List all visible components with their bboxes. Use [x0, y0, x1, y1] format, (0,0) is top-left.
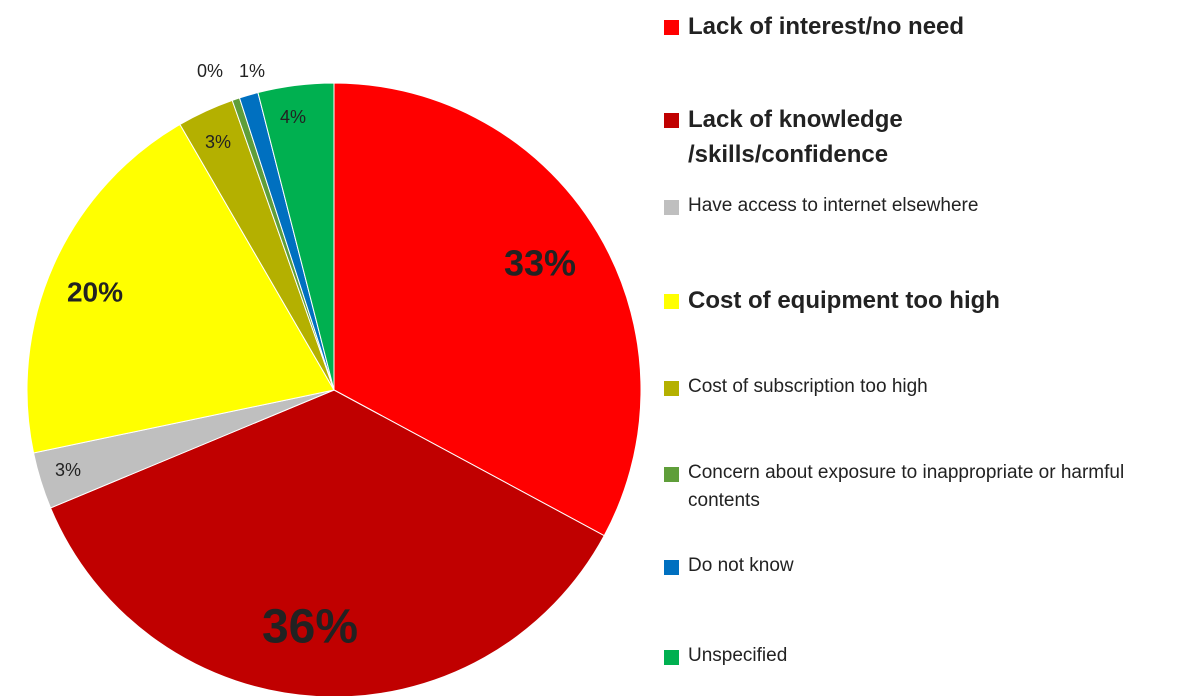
legend-swatch: [664, 113, 679, 128]
legend-swatch: [664, 560, 679, 575]
legend-item: Concern about exposure to inappropriate …: [664, 459, 1168, 514]
legend-swatch: [664, 20, 679, 35]
data-label: 3%: [205, 132, 231, 152]
legend-swatch: [664, 467, 679, 482]
legend-swatch: [664, 650, 679, 665]
data-label: 0%: [197, 61, 223, 81]
data-label: 3%: [55, 460, 81, 480]
pie-slice: [26, 123, 335, 454]
legend-item: Cost of subscription too high: [664, 373, 1168, 401]
legend-swatch: [664, 381, 679, 396]
legend-swatch: [664, 294, 679, 309]
legend-item: Lack of interest/no need: [664, 10, 1168, 45]
legend-item: Do not know: [664, 552, 1168, 580]
legend-label: Concern about exposure to inappropriate …: [688, 462, 1125, 511]
legend-item: Cost of equipment too high: [664, 284, 1168, 319]
legend-label: Cost of equipment too high: [688, 287, 1000, 314]
legend-swatch: [664, 200, 679, 215]
legend-item: Have access to internet elsewhere: [664, 192, 1168, 220]
legend-label: Lack of interest/no need: [688, 13, 965, 40]
legend-label: Cost of subscription too high: [688, 376, 928, 397]
legend-item: Unspecified: [664, 642, 1168, 670]
legend-label: Unspecified: [688, 645, 788, 666]
pie-slice: [49, 389, 605, 696]
pie-slice: [257, 82, 335, 391]
data-label: 1%: [239, 61, 265, 81]
pie-slice: [333, 82, 642, 537]
legend-item: Lack of knowledge /skills/confidence: [664, 103, 988, 173]
legend-label: Lack of knowledge /skills/confidence: [688, 106, 903, 168]
chart: 33% 36% 3% 20% 3% 0% 1% 4%: [26, 61, 642, 696]
data-label: 20%: [67, 276, 123, 307]
data-label: 4%: [280, 107, 306, 127]
legend-label: Have access to internet elsewhere: [688, 195, 979, 216]
legend-label: Do not know: [688, 555, 794, 576]
data-label: 36%: [262, 601, 358, 654]
data-label: 33%: [504, 243, 576, 284]
